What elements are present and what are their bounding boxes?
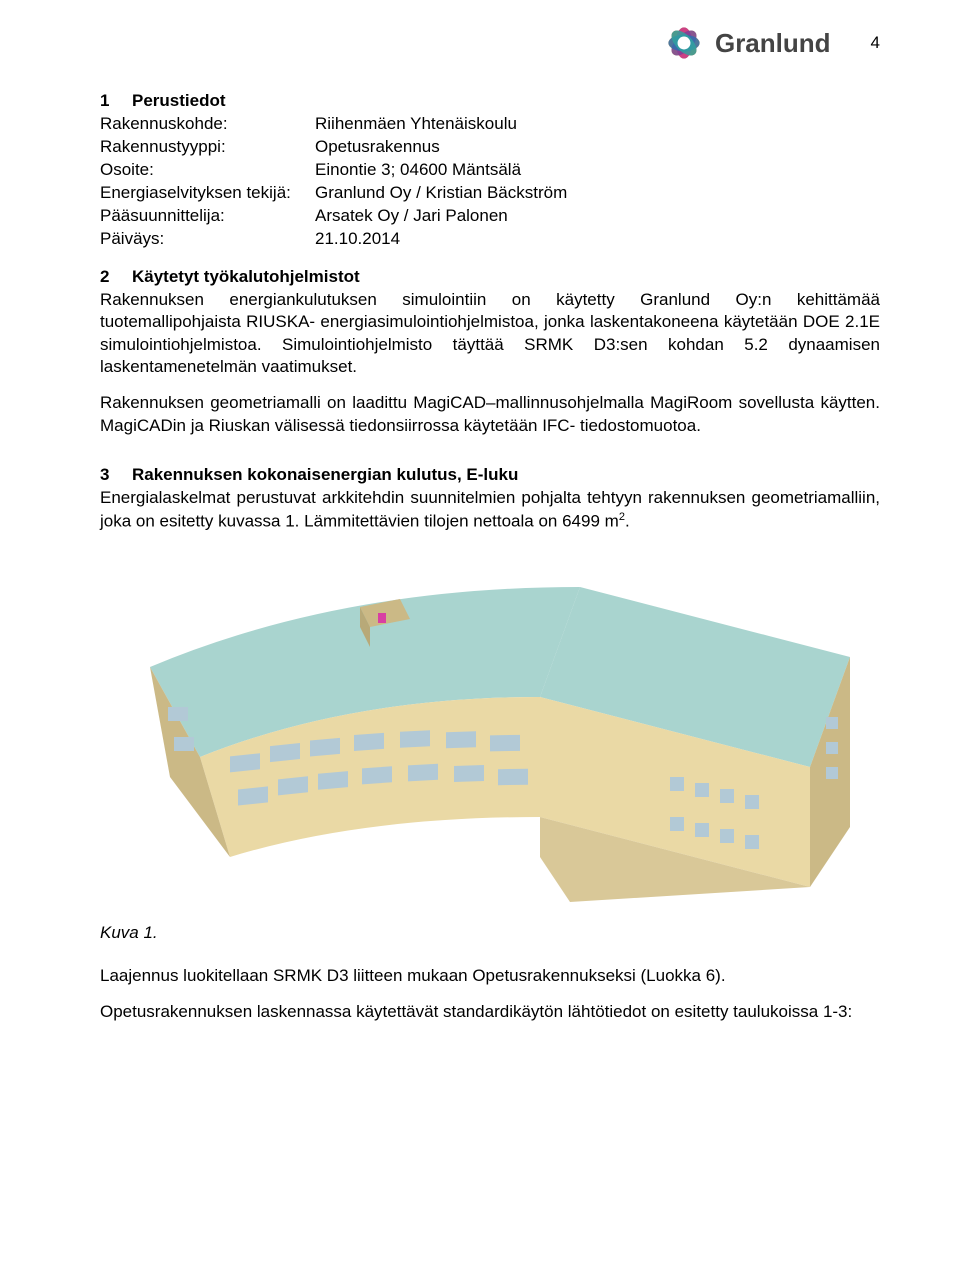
building-render-icon xyxy=(110,547,870,917)
section-3-para-1a: Energialaskelmat perustuvat arkkitehdin … xyxy=(100,488,880,530)
section-3-para-1: Energialaskelmat perustuvat arkkitehdin … xyxy=(100,487,880,533)
kv-value: Riihenmäen Yhtenäiskoulu xyxy=(315,113,880,136)
section-3-num: 3 xyxy=(100,465,114,485)
section-2-num: 2 xyxy=(100,267,114,287)
kv-label: Osoite: xyxy=(100,159,315,182)
kv-row: Rakennustyyppi: Opetusrakennus xyxy=(100,136,880,159)
kv-row: Rakennuskohde: Riihenmäen Yhtenäiskoulu xyxy=(100,113,880,136)
page-header: Granlund 4 xyxy=(100,20,880,66)
after-figure-line-1: Laajennus luokitellaan SRMK D3 liitteen … xyxy=(100,965,880,987)
kv-value: Granlund Oy / Kristian Bäckström xyxy=(315,182,880,205)
kv-label: Päiväys: xyxy=(100,228,315,251)
section-2-title: Käytetyt työkalutohjelmistot xyxy=(132,267,360,287)
section-1-heading: 1 Perustiedot xyxy=(100,91,880,111)
section-2-heading: 2 Käytetyt työkalutohjelmistot xyxy=(100,267,880,287)
brand-name: Granlund xyxy=(715,28,831,59)
kv-value: Opetusrakennus xyxy=(315,136,880,159)
kv-value: 21.10.2014 xyxy=(315,228,880,251)
kv-row: Osoite: Einontie 3; 04600 Mäntsälä xyxy=(100,159,880,182)
kv-label: Pääsuunnittelija: xyxy=(100,205,315,228)
section-2-para-1: Rakennuksen energiankulutuksen simuloint… xyxy=(100,289,880,379)
kv-label: Energiaselvityksen tekijä: xyxy=(100,182,315,205)
section-3-title: Rakennuksen kokonaisenergian kulutus, E-… xyxy=(132,465,518,485)
kv-row: Pääsuunnittelija: Arsatek Oy / Jari Palo… xyxy=(100,205,880,228)
section-1-title: Perustiedot xyxy=(132,91,226,111)
section-2-para-2: Rakennuksen geometriamalli on laadittu M… xyxy=(100,392,880,437)
kv-label: Rakennustyyppi: xyxy=(100,136,315,159)
kv-row: Päiväys: 21.10.2014 xyxy=(100,228,880,251)
section-1-num: 1 xyxy=(100,91,114,111)
section-3-heading: 3 Rakennuksen kokonaisenergian kulutus, … xyxy=(100,465,880,485)
kv-label: Rakennuskohde: xyxy=(100,113,315,136)
section-1-kv: Rakennuskohde: Riihenmäen Yhtenäiskoulu … xyxy=(100,113,880,251)
kv-value: Arsatek Oy / Jari Palonen xyxy=(315,205,880,228)
figure-1-building xyxy=(100,547,880,917)
section-3-para-1b: . xyxy=(625,511,630,530)
kv-value: Einontie 3; 04600 Mäntsälä xyxy=(315,159,880,182)
page-number: 4 xyxy=(871,33,880,53)
brand-logo: Granlund xyxy=(661,20,831,66)
granlund-logo-icon xyxy=(661,20,707,66)
kv-row: Energiaselvityksen tekijä: Granlund Oy /… xyxy=(100,182,880,205)
after-figure-line-2: Opetusrakennuksen laskennassa käytettävä… xyxy=(100,1001,880,1023)
figure-1-caption: Kuva 1. xyxy=(100,923,880,943)
